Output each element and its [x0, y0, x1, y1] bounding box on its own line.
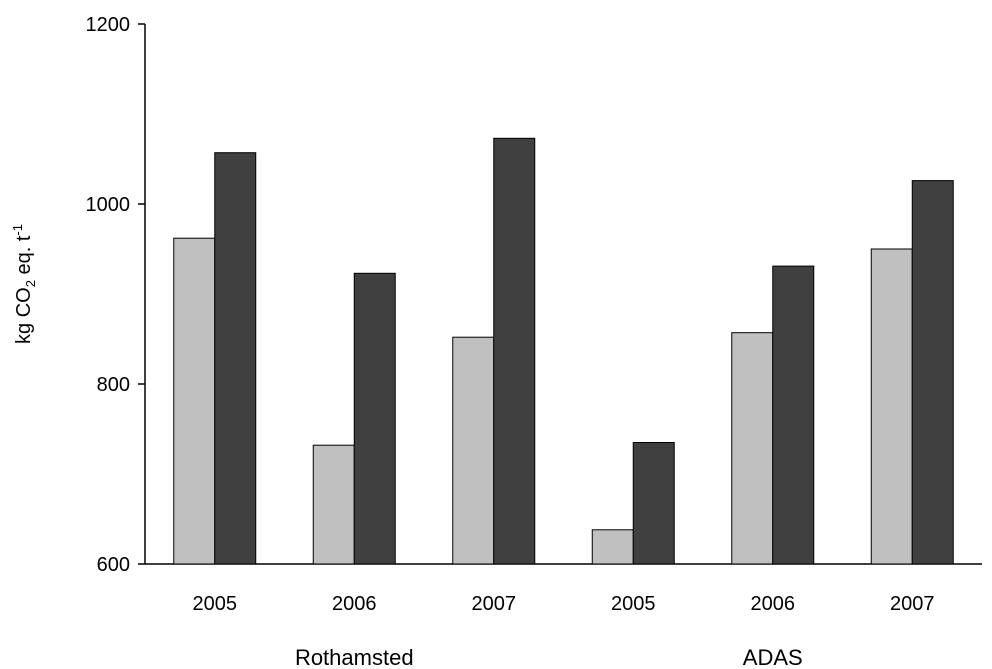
- group-labels: Rothamsted ADAS: [295, 645, 803, 669]
- bar-series-1-2005: [173, 237, 216, 565]
- y-tick-label: 1000: [86, 194, 131, 216]
- y-axis-title-mid: eq. t: [13, 235, 35, 280]
- x-tick-label: 2006: [332, 593, 377, 615]
- axes: [144, 24, 982, 565]
- bar-series-2-2007: [911, 180, 954, 565]
- bar-series-1-2006: [312, 444, 355, 565]
- group-label: ADAS: [743, 645, 803, 669]
- x-tick-label: 2006: [751, 593, 796, 615]
- bar-series-2-2005: [214, 152, 257, 565]
- y-axis-title: kg CO2 eq. t-1: [10, 224, 38, 344]
- x-tick-label: 2005: [193, 593, 238, 615]
- x-tick-label: 2005: [611, 593, 656, 615]
- bar-series-2-2006: [772, 265, 815, 565]
- y-tick-label: 800: [97, 374, 130, 396]
- bar-series-1-2005: [591, 529, 634, 565]
- y-axis-title-superscript: -1: [10, 224, 25, 236]
- y-tick-label: 1200: [86, 14, 131, 36]
- y-ticks: 600 800 1000 1200: [86, 14, 145, 576]
- x-ticks: 2005 2006 2007 2005 2006 2007: [193, 593, 935, 615]
- bar-series-2-2005: [632, 442, 675, 565]
- bar-series-2-2006: [353, 272, 396, 565]
- x-tick-label: 2007: [472, 593, 517, 615]
- bars: [173, 137, 954, 565]
- bar-series-1-2007: [870, 248, 913, 565]
- y-tick-label: 600: [97, 554, 130, 576]
- y-axis-title-main: kg CO: [13, 287, 35, 344]
- x-tick-label: 2007: [890, 593, 935, 615]
- group-label: Rothamsted: [295, 645, 414, 669]
- bar-series-2-2007: [493, 137, 536, 565]
- y-axis-title-subscript: 2: [23, 280, 38, 287]
- bar-series-1-2007: [452, 336, 495, 565]
- bar-series-1-2006: [731, 332, 774, 565]
